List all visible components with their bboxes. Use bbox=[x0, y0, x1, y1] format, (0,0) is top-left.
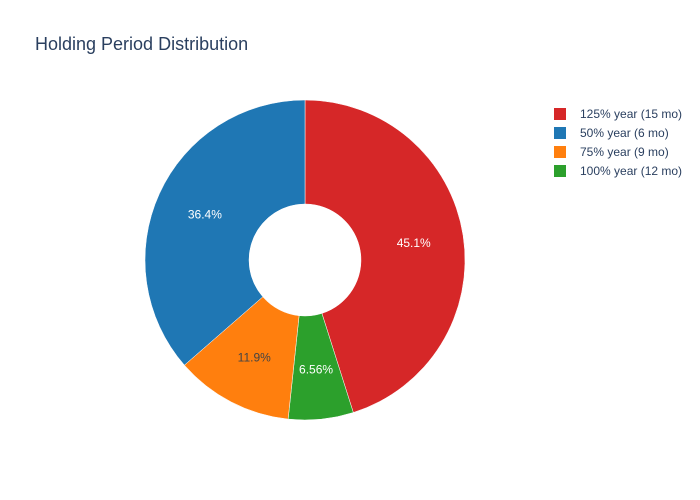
legend-label-3[interactable]: 100% year (12 mo) bbox=[580, 164, 682, 178]
legend-swatch-3[interactable] bbox=[554, 165, 566, 177]
legend-swatch-0[interactable] bbox=[554, 108, 566, 120]
legend-label-0[interactable]: 125% year (15 mo) bbox=[580, 107, 682, 121]
slice-label-1: 6.56% bbox=[299, 362, 333, 376]
slice-label-3: 36.4% bbox=[188, 207, 222, 221]
slice-label-2: 11.9% bbox=[238, 351, 271, 365]
slice-label-0: 45.1% bbox=[397, 236, 431, 250]
legend-label-2[interactable]: 75% year (9 mo) bbox=[580, 145, 669, 159]
chart-title: Holding Period Distribution bbox=[35, 34, 248, 54]
donut-slices bbox=[144, 99, 466, 421]
slice-3 bbox=[144, 99, 306, 366]
legend-swatch-2[interactable] bbox=[554, 146, 566, 158]
slice-0 bbox=[304, 99, 466, 413]
legend: 125% year (15 mo) 50% year (6 mo) 75% year… bbox=[554, 107, 682, 178]
legend-label-1[interactable]: 50% year (6 mo) bbox=[580, 126, 669, 140]
slice-labels: 45.1% 6.56% 11.9% 36.4% bbox=[188, 207, 431, 376]
legend-swatch-1[interactable] bbox=[554, 127, 566, 139]
slice-2 bbox=[184, 296, 300, 420]
